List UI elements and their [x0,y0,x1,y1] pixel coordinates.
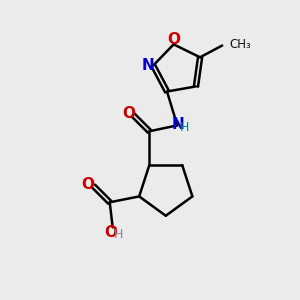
Text: CH₃: CH₃ [230,38,251,51]
Text: O: O [82,177,95,192]
Text: N: N [142,58,154,73]
Text: N: N [172,117,184,132]
Text: H: H [180,121,189,134]
Text: O: O [122,106,135,121]
Text: H: H [113,228,123,241]
Text: O: O [167,32,180,46]
Text: O: O [105,225,118,240]
